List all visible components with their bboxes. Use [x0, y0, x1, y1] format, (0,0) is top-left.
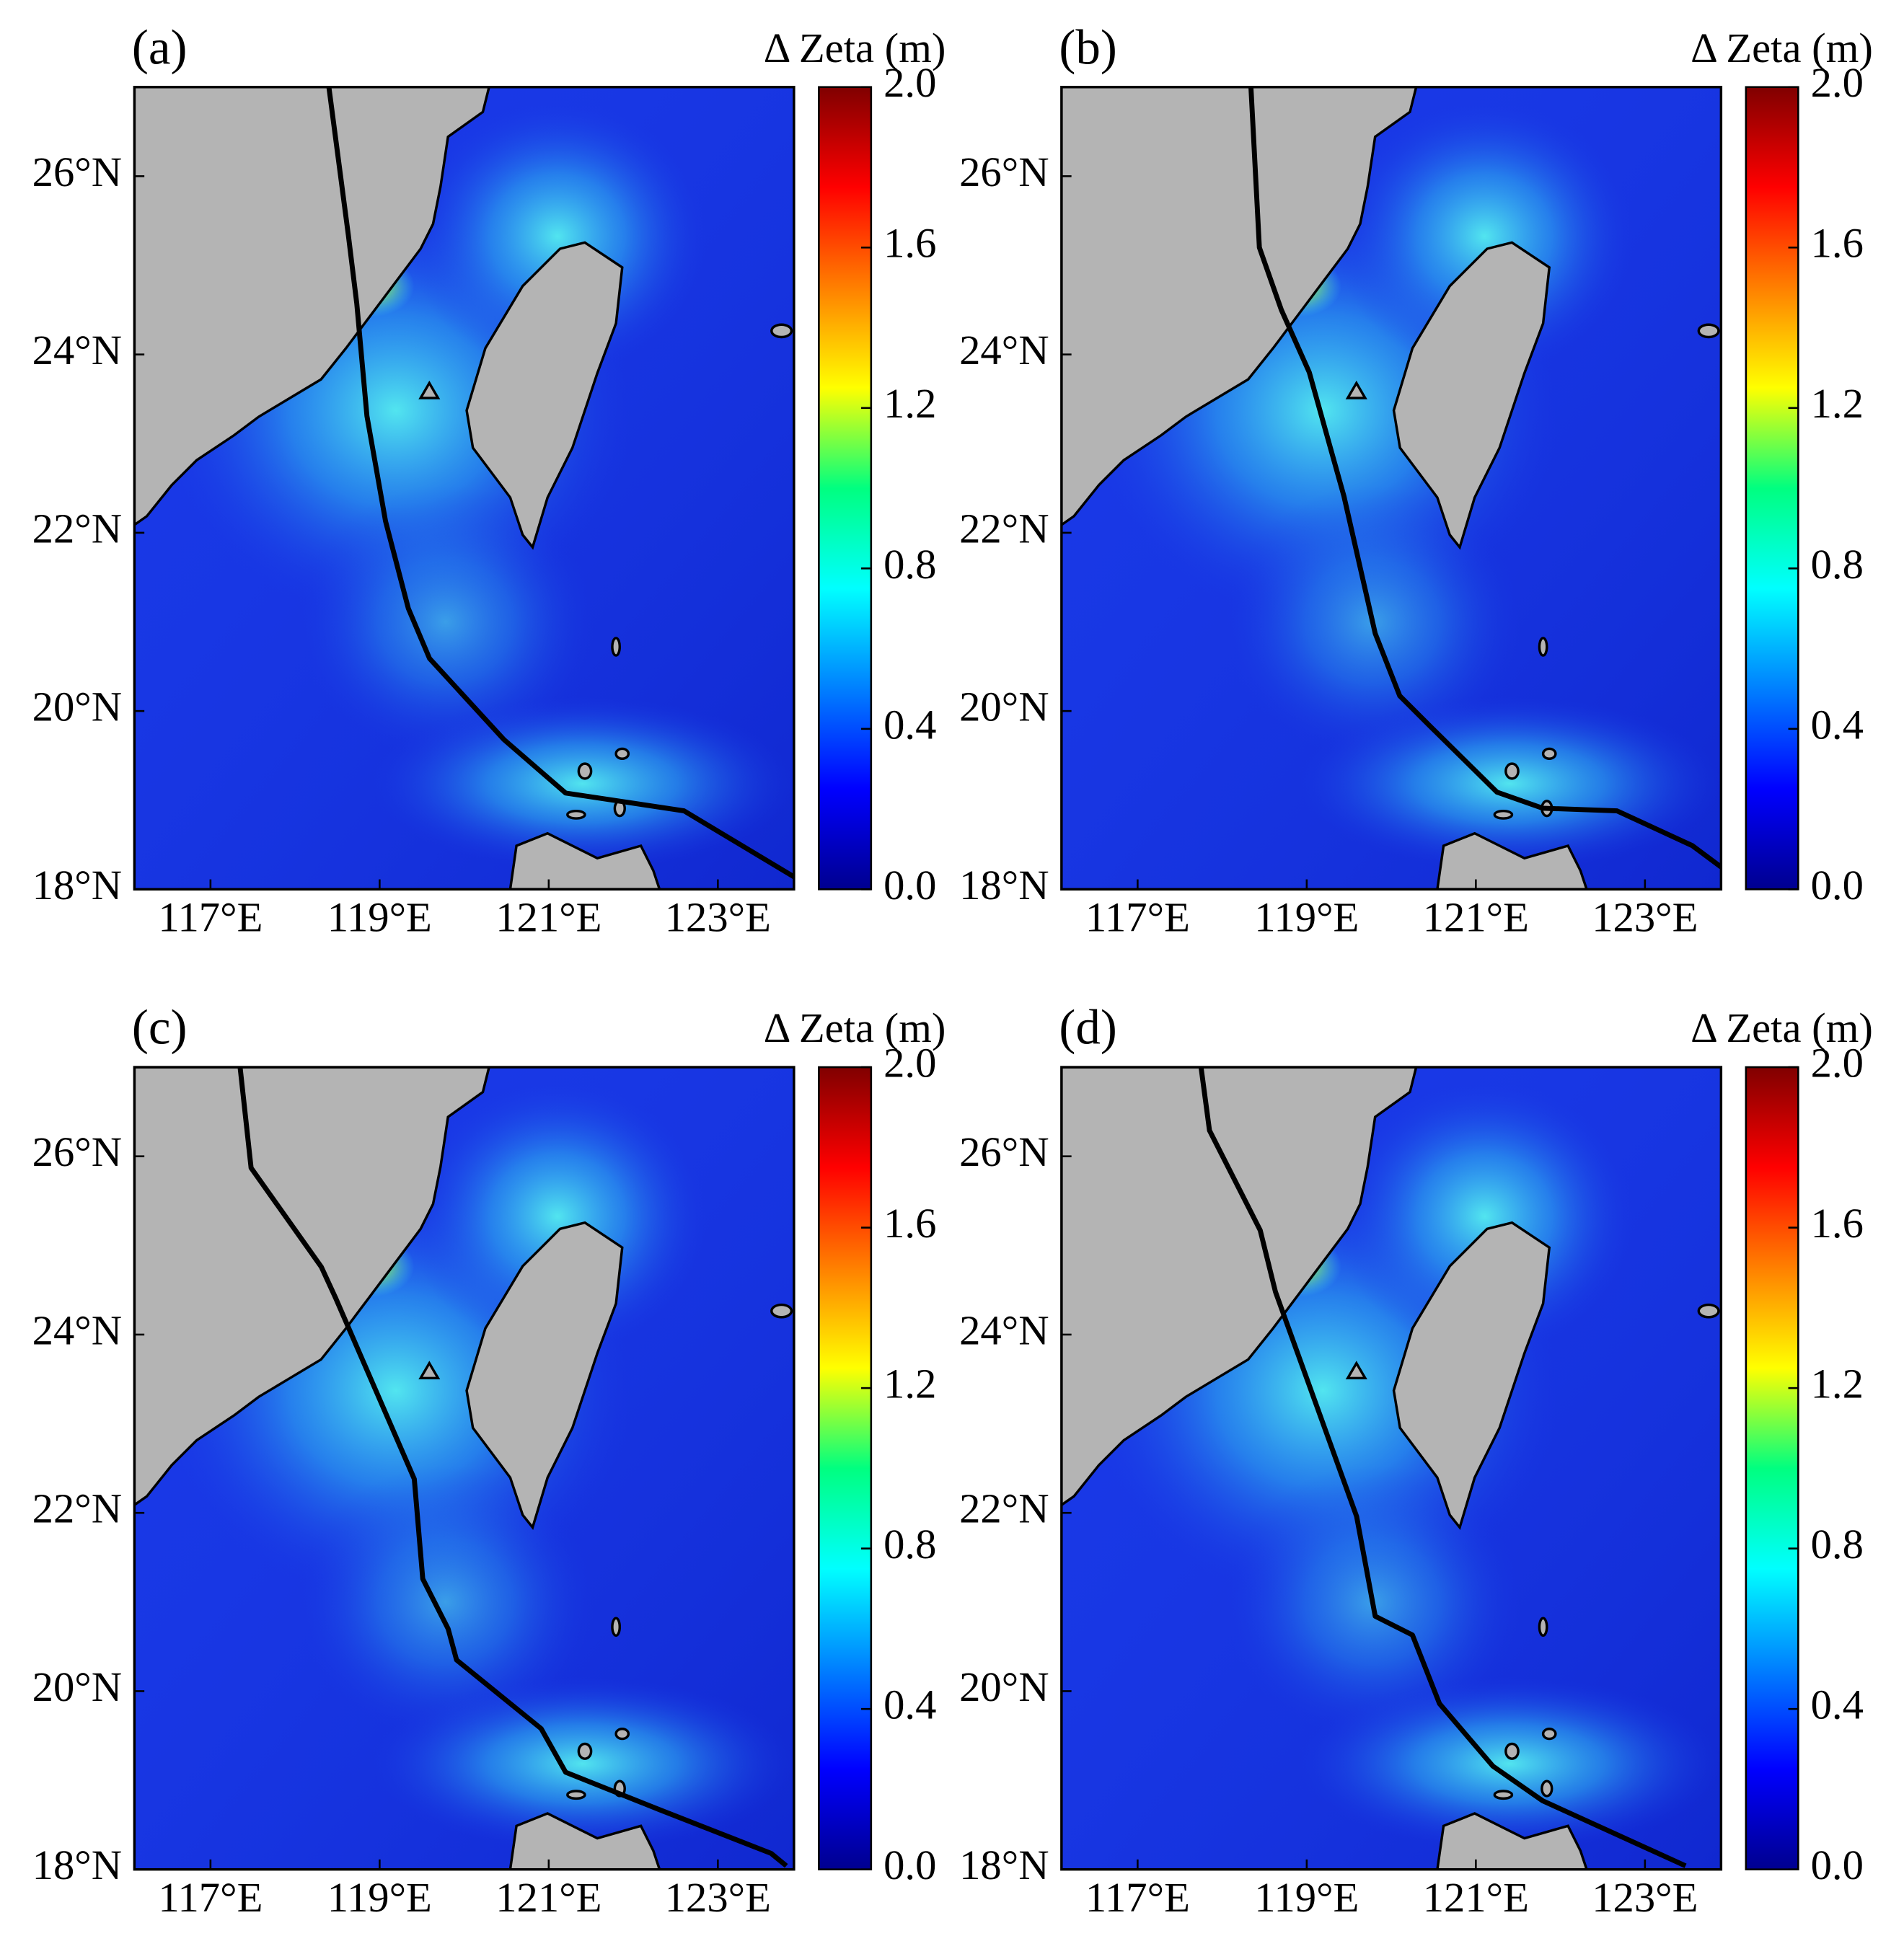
x-tick-label: 117°E — [1085, 894, 1190, 941]
colorbar-tick-label: 2.0 — [1811, 59, 1864, 106]
map-panel: 117°E 119°E 121°E 123°E 18°N 20°N 22°N 24°N 26°N… — [32, 1000, 946, 1921]
panel-label: (a) — [132, 19, 188, 74]
panel-label: (c) — [132, 1000, 188, 1055]
colorbar-tick-label: 0.8 — [1811, 1521, 1864, 1568]
y-tick-label: 22°N — [32, 505, 122, 552]
colorbar — [818, 1066, 873, 1870]
y-tick-label: 26°N — [32, 149, 122, 195]
colorbar-tick-label: 1.6 — [883, 1200, 936, 1247]
y-tick-label: 22°N — [32, 1485, 122, 1532]
colorbar-tick-label: 0.8 — [883, 1521, 936, 1568]
storm-track — [326, 87, 794, 880]
colorbar — [1745, 1066, 1799, 1870]
map-field — [134, 87, 794, 890]
y-tick-label: 18°N — [32, 1842, 122, 1888]
x-tick-label: 119°E — [327, 894, 432, 941]
map-field — [1062, 1067, 1722, 1870]
colorbar-tick-label: 0.0 — [883, 1842, 936, 1888]
map-field — [134, 1067, 794, 1870]
colorbar — [1745, 86, 1799, 890]
y-tick-label: 18°N — [959, 862, 1049, 909]
y-tick-label: 26°N — [959, 1128, 1049, 1175]
colorbar-tick-label: 0.8 — [1811, 541, 1864, 588]
colorbar-tick-label: 0.4 — [1811, 1681, 1864, 1728]
x-tick-label: 123°E — [665, 1874, 771, 1921]
x-tick-label: 119°E — [327, 1874, 432, 1921]
map-frame — [133, 86, 795, 891]
x-tick-label: 117°E — [158, 1874, 263, 1921]
panel-label: (b) — [1059, 19, 1116, 74]
colorbar-tick-label: 0.0 — [1811, 1842, 1864, 1888]
storm-track — [1248, 87, 1722, 870]
y-tick-label: 20°N — [959, 684, 1049, 730]
y-tick-label: 26°N — [32, 1128, 122, 1175]
x-tick-label: 123°E — [1592, 894, 1698, 941]
y-tick-label: 26°N — [959, 149, 1049, 195]
y-tick-label: 18°N — [959, 1842, 1049, 1888]
map-frame — [1060, 86, 1723, 891]
y-tick-label: 20°N — [32, 684, 122, 730]
y-tick-label: 22°N — [959, 1485, 1049, 1532]
map-panel: 117°E 119°E 121°E 123°E 18°N 20°N 22°N 24°N 26°N… — [959, 1000, 1873, 1921]
colorbar-tick-label: 1.2 — [883, 1361, 936, 1407]
map-frame — [133, 1066, 795, 1871]
storm-track — [237, 1067, 788, 1868]
x-tick-label: 123°E — [1592, 1874, 1698, 1921]
x-tick-label: 121°E — [495, 1874, 601, 1921]
x-tick-label: 117°E — [1085, 1874, 1190, 1921]
x-tick-label: 117°E — [158, 894, 263, 941]
x-tick-label: 121°E — [1423, 894, 1529, 941]
y-tick-label: 24°N — [32, 1307, 122, 1353]
y-tick-label: 22°N — [959, 505, 1049, 552]
track-layer — [1198, 1067, 1687, 1868]
panel-label: (d) — [1059, 1000, 1116, 1055]
x-tick-label: 123°E — [665, 894, 771, 941]
colorbar-tick-label: 1.6 — [883, 220, 936, 267]
colorbar-tick-label: 1.2 — [1811, 1361, 1864, 1407]
x-tick-label: 119°E — [1254, 894, 1359, 941]
map-panel: 117°E 119°E 121°E 123°E 18°N 20°N 22°N 24°N 26°N… — [32, 19, 946, 940]
y-tick-label: 18°N — [32, 862, 122, 909]
colorbar-tick-label: 0.4 — [883, 1681, 936, 1728]
x-tick-label: 121°E — [1423, 1874, 1529, 1921]
colorbar-tick-label: 0.0 — [1811, 862, 1864, 909]
storm-track — [1198, 1067, 1687, 1868]
colorbar-label: Δ Zeta (m) — [764, 1004, 946, 1051]
y-tick-label: 24°N — [959, 1307, 1049, 1353]
colorbar-tick-label: 0.4 — [883, 701, 936, 748]
colorbar-tick-label: 1.2 — [1811, 380, 1864, 427]
colorbar-tick-label: 0.8 — [883, 541, 936, 588]
colorbar — [818, 86, 873, 890]
y-tick-label: 24°N — [959, 327, 1049, 373]
colorbar-tick-label: 0.4 — [1811, 701, 1864, 748]
x-tick-label: 119°E — [1254, 1874, 1359, 1921]
map-field — [1062, 87, 1722, 890]
colorbar-label: Δ Zeta (m) — [764, 25, 946, 71]
track-layer — [237, 1067, 788, 1868]
colorbar-tick-label: 2.0 — [883, 59, 936, 106]
colorbar-tick-label: 0.0 — [883, 862, 936, 909]
colorbar-tick-label: 1.6 — [1811, 1200, 1864, 1247]
track-layer — [326, 87, 794, 880]
colorbar-tick-label: 1.2 — [883, 380, 936, 427]
colorbar-label: Δ Zeta (m) — [1691, 25, 1873, 71]
y-tick-label: 20°N — [32, 1663, 122, 1710]
y-tick-label: 20°N — [959, 1663, 1049, 1710]
x-tick-label: 121°E — [495, 894, 601, 941]
colorbar-tick-label: 1.6 — [1811, 220, 1864, 267]
colorbar-tick-label: 2.0 — [1811, 1040, 1864, 1087]
track-layer — [1248, 87, 1722, 870]
map-panel: 117°E 119°E 121°E 123°E 18°N 20°N 22°N 24°N 26°N… — [959, 19, 1873, 940]
colorbar-label: Δ Zeta (m) — [1691, 1004, 1873, 1051]
colorbar-tick-label: 2.0 — [883, 1040, 936, 1087]
y-tick-label: 24°N — [32, 327, 122, 373]
map-frame — [1060, 1066, 1723, 1871]
